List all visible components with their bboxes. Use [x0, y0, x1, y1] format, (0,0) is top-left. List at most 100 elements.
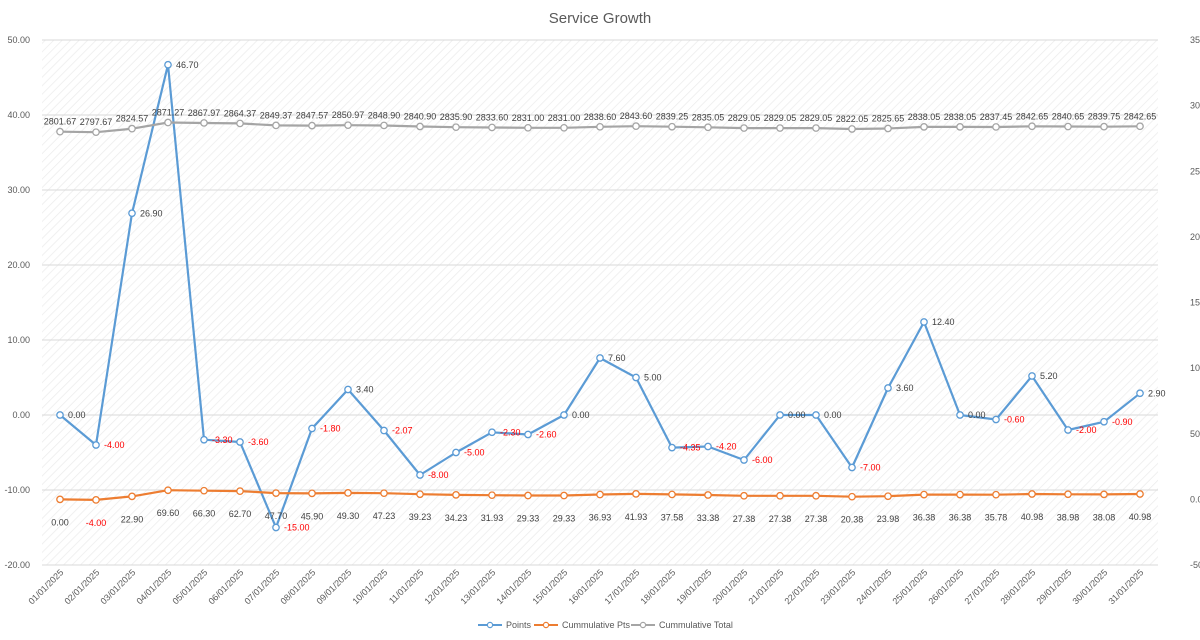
- data-point: [920, 490, 928, 499]
- data-label: 36.93: [589, 513, 612, 523]
- data-label: 0.00: [68, 410, 86, 420]
- x-tick-label: 10/01/2025: [350, 567, 389, 606]
- data-label: 0.00: [788, 410, 806, 420]
- data-label: 47.70: [265, 511, 288, 521]
- data-label: 2839.75: [1088, 112, 1121, 122]
- y-left-tick-label: 30.00: [7, 185, 30, 195]
- data-point: [668, 122, 676, 131]
- data-label: -0.90: [1112, 417, 1133, 427]
- x-tick-label: 29/01/2025: [1034, 567, 1073, 606]
- data-label: -1.80: [320, 424, 341, 434]
- data-point: [1028, 490, 1036, 498]
- data-point: [488, 428, 496, 437]
- data-point: [956, 123, 964, 131]
- data-label: 26.90: [140, 208, 163, 218]
- legend-marker: [486, 621, 494, 629]
- data-point: [128, 209, 136, 218]
- data-point: [704, 442, 712, 451]
- data-point: [308, 121, 316, 130]
- legend-marker: [542, 621, 550, 629]
- data-label: 2850.97: [332, 110, 365, 120]
- y-left-tick-label: 40.00: [7, 110, 30, 120]
- data-label: -7.00: [860, 463, 881, 473]
- data-label: -5.00: [464, 448, 485, 458]
- data-point: [992, 415, 1000, 424]
- data-point: [128, 492, 136, 501]
- data-label: 2.90: [1148, 388, 1166, 398]
- y-left-tick-label: 10.00: [7, 335, 30, 345]
- data-point: [812, 124, 820, 132]
- data-point: [380, 121, 388, 130]
- data-point: [740, 456, 748, 464]
- data-label: 2849.37: [260, 110, 293, 120]
- data-point: [272, 121, 280, 130]
- data-point: [560, 411, 568, 419]
- data-label: 2835.90: [440, 112, 473, 122]
- x-tick-label: 01/01/2025: [26, 567, 65, 606]
- data-point: [416, 471, 424, 479]
- data-point: [992, 490, 1000, 499]
- data-label: 2801.67: [44, 117, 77, 127]
- data-point: [920, 318, 928, 326]
- data-label: 2837.45: [980, 112, 1013, 122]
- data-point: [56, 127, 64, 136]
- data-point: [1064, 490, 1072, 499]
- data-point: [884, 124, 892, 133]
- data-point: [416, 122, 424, 131]
- data-point: [128, 124, 136, 133]
- x-tick-label: 20/01/2025: [710, 567, 749, 606]
- data-label: 2824.57: [116, 114, 149, 124]
- data-point: [740, 124, 748, 132]
- data-point: [344, 121, 352, 130]
- data-label: 39.23: [409, 512, 432, 522]
- data-point: [308, 424, 316, 433]
- data-label: 2829.05: [728, 113, 761, 123]
- data-point: [452, 491, 460, 499]
- data-label: 3.60: [896, 383, 914, 393]
- chart-title: Service Growth: [549, 10, 652, 27]
- legend-label: Points: [506, 620, 532, 630]
- data-label: -8.00: [428, 470, 449, 480]
- data-label: -4.35: [680, 443, 701, 453]
- y-right-tick-label: 2500.00: [1190, 166, 1200, 176]
- data-point: [776, 491, 784, 500]
- data-label: 45.90: [301, 511, 324, 521]
- y-right-tick-label: 1000.00: [1190, 363, 1200, 373]
- data-label: -4.20: [716, 442, 737, 452]
- data-label: -4.00: [86, 518, 107, 528]
- data-point: [416, 490, 424, 499]
- data-point: [596, 490, 604, 499]
- data-label: 0.00: [572, 410, 590, 420]
- x-tick-label: 27/01/2025: [962, 567, 1001, 606]
- data-label: 2838.05: [908, 112, 941, 122]
- x-tick-label: 26/01/2025: [926, 567, 965, 606]
- x-tick-label: 02/01/2025: [62, 567, 101, 606]
- data-label: 7.60: [608, 353, 626, 363]
- data-label: 2838.05: [944, 112, 977, 122]
- data-point: [164, 118, 172, 127]
- data-point: [1100, 122, 1108, 131]
- data-point: [56, 495, 64, 504]
- y-right-tick-label: 500.00: [1190, 429, 1200, 439]
- data-point: [164, 486, 172, 495]
- data-point: [1136, 122, 1144, 131]
- data-point: [344, 385, 352, 394]
- data-label: 40.98: [1129, 512, 1152, 522]
- data-label: 40.98: [1021, 512, 1044, 522]
- data-label: -2.30: [500, 427, 521, 437]
- data-label: 2848.90: [368, 110, 401, 120]
- x-tick-label: 25/01/2025: [890, 567, 929, 606]
- data-label: 46.70: [176, 60, 199, 70]
- x-tick-label: 13/01/2025: [458, 567, 497, 606]
- data-label: 3.40: [356, 385, 374, 395]
- data-point: [92, 128, 100, 137]
- data-label: 2843.60: [620, 111, 653, 121]
- data-label: 2867.97: [188, 108, 221, 118]
- data-point: [884, 384, 892, 392]
- data-label: -3.30: [212, 435, 233, 445]
- data-point: [380, 489, 388, 498]
- data-label: 47.23: [373, 511, 396, 521]
- data-point: [1136, 490, 1144, 498]
- data-label: 2829.05: [800, 113, 833, 123]
